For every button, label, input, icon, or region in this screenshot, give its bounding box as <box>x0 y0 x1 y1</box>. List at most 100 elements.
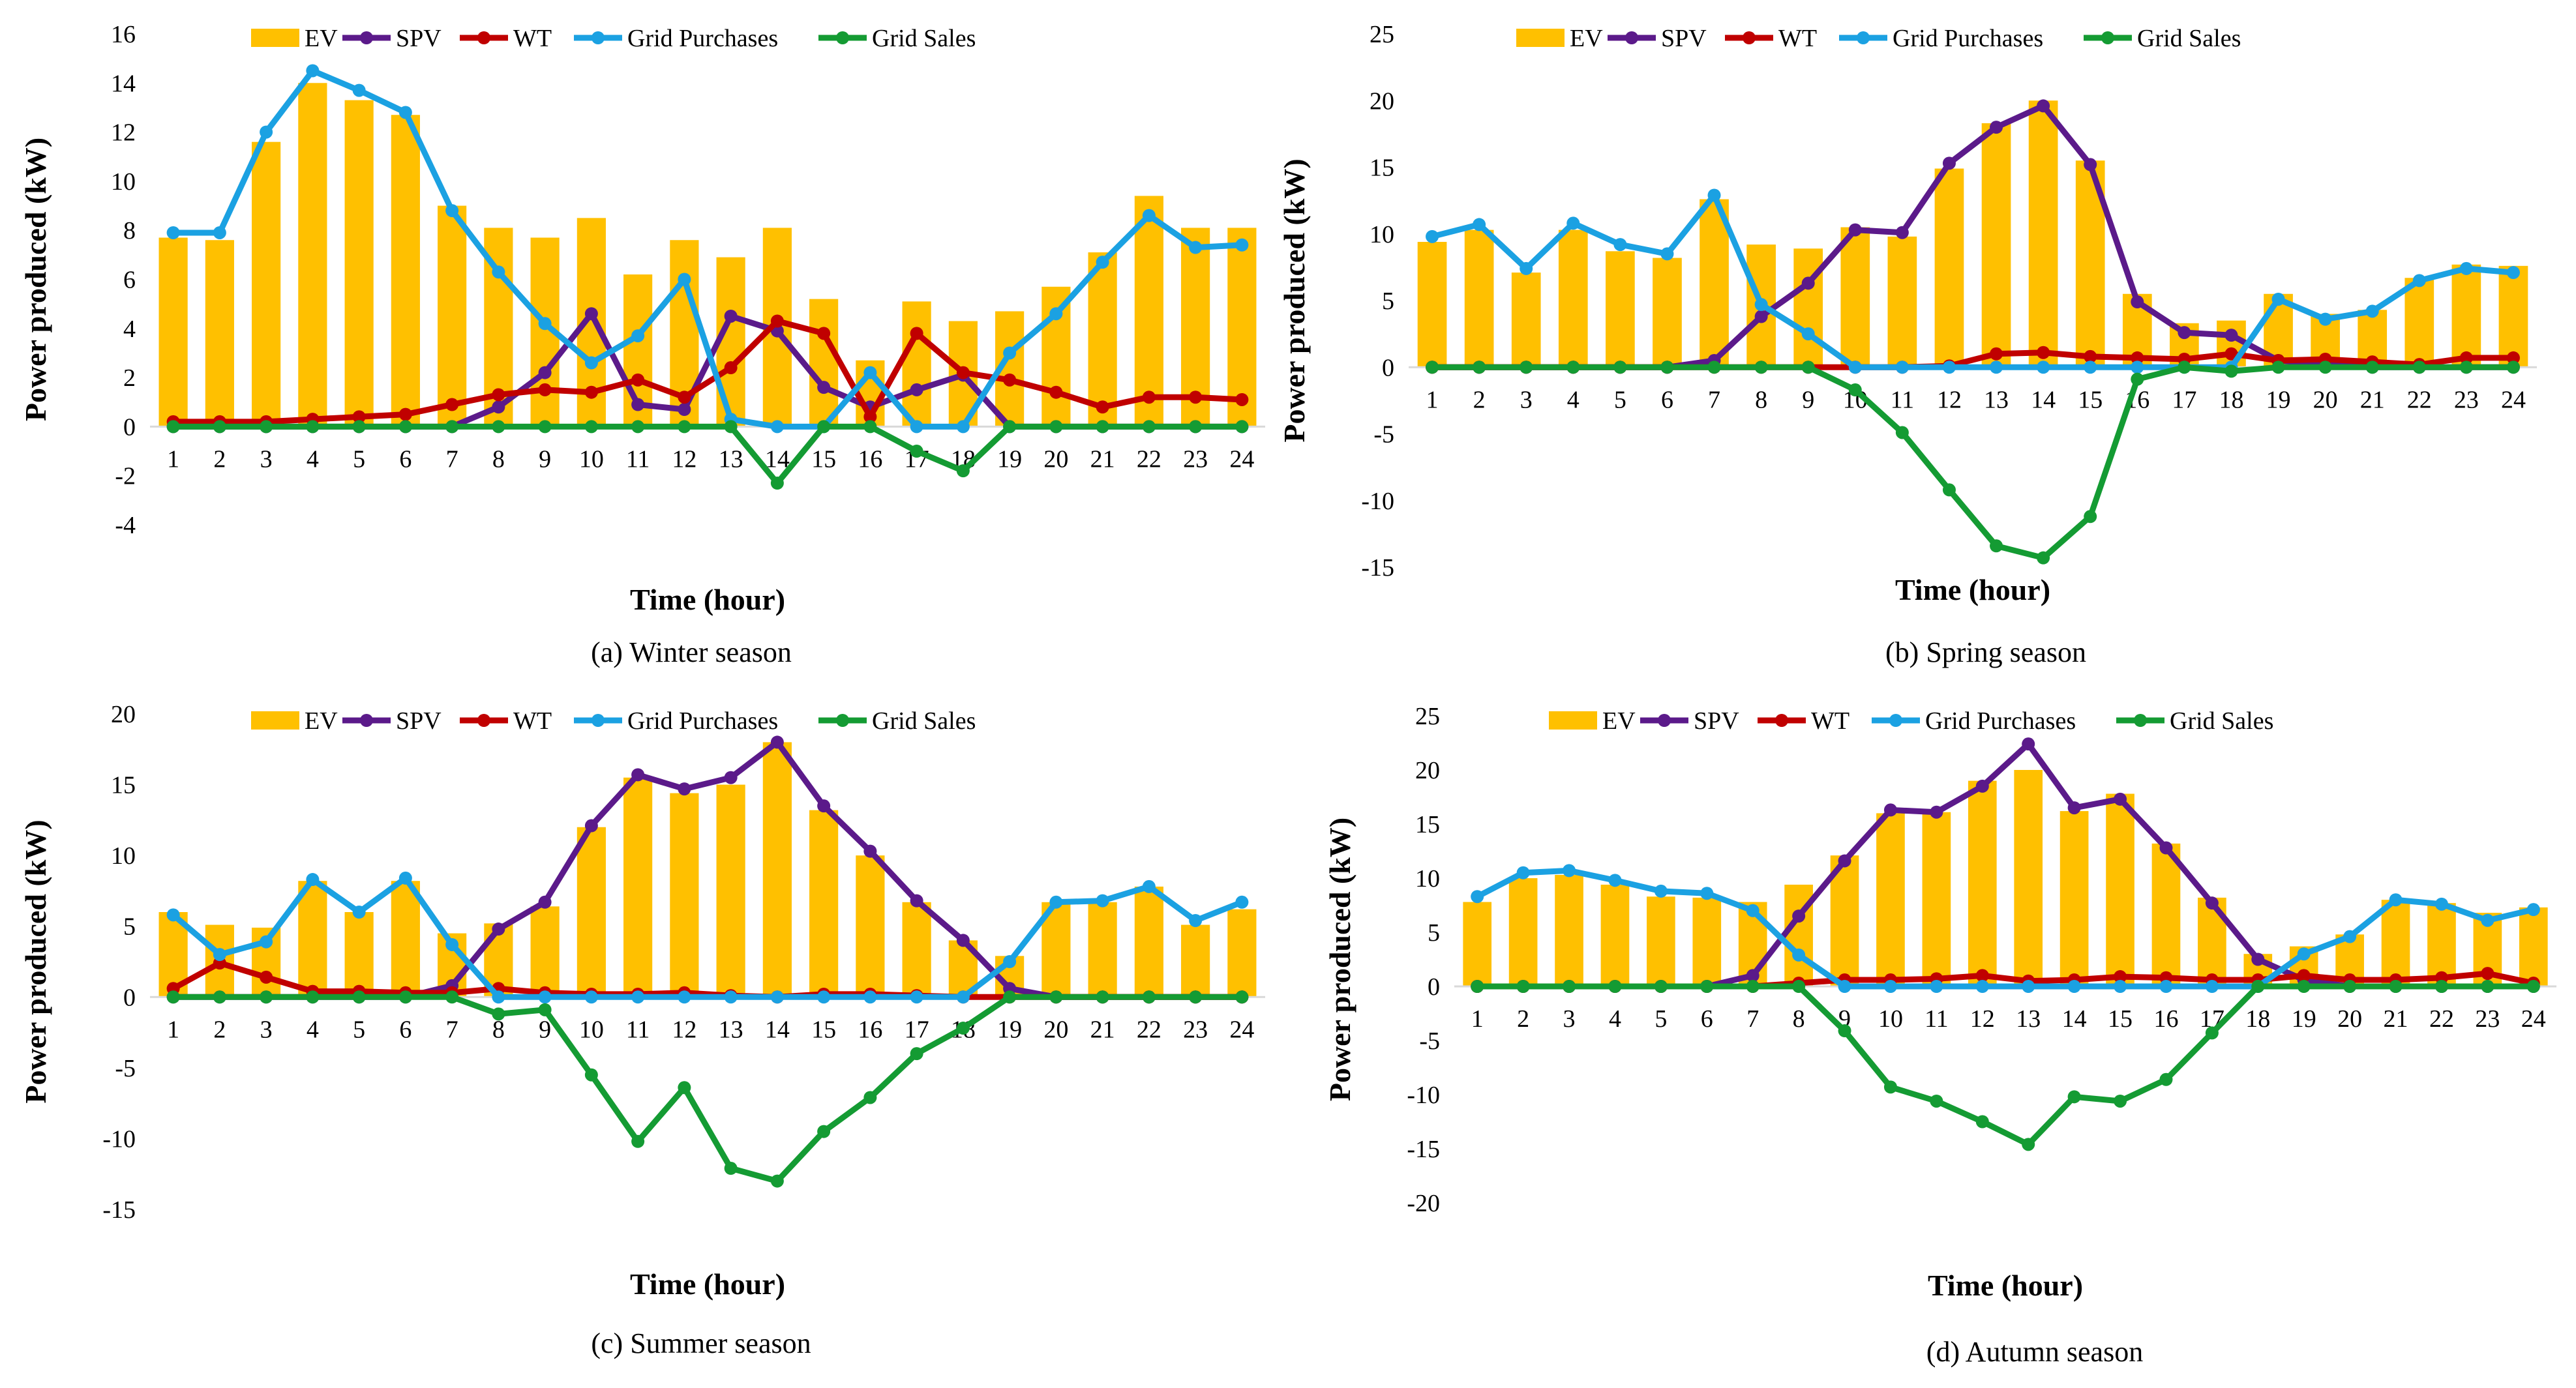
autumn-legend-wt-marker <box>1775 714 1788 727</box>
spring-x-tick-label: 22 <box>2407 386 2432 413</box>
winter-x-tick-label: 23 <box>1183 445 1208 473</box>
autumn-grid-purchases-point <box>1930 980 1943 993</box>
autumn-grid-sales-point <box>2205 1026 2219 1040</box>
autumn-spv-point <box>2114 792 2127 806</box>
winter-grid-purchases-point <box>445 204 459 218</box>
spring-grid-sales-point <box>1990 539 2003 553</box>
winter-wt-point <box>724 361 738 375</box>
winter-grid-sales-point <box>166 420 180 434</box>
autumn-y-axis-title: Power produced (kW) <box>1323 818 1356 1101</box>
spring-x-tick-label: 5 <box>1614 386 1626 413</box>
summer-grid-sales-point <box>631 1134 645 1148</box>
spring-y-tick-label: -10 <box>1361 488 1394 515</box>
spring-x-tick-label: 21 <box>2360 386 2385 413</box>
summer-x-tick-label: 24 <box>1229 1016 1254 1043</box>
winter-y-axis-title: Power produced (kW) <box>19 138 52 421</box>
spring-wt-point <box>2224 347 2238 361</box>
autumn-grid-purchases-point <box>1883 980 1897 993</box>
winter-legend-ev-label: EV <box>305 25 338 52</box>
summer-wt-point <box>260 970 273 984</box>
autumn-ev-bar <box>2381 900 2410 986</box>
autumn-y-tick-label: -10 <box>1407 1082 1440 1109</box>
autumn-x-tick-label: 20 <box>2337 1005 2362 1033</box>
summer-x-tick-label: 23 <box>1183 1016 1208 1043</box>
summer-grid-sales-point <box>352 990 366 1004</box>
summer-spv-line <box>173 739 1242 1000</box>
spring-x-tick-label: 24 <box>2501 386 2526 413</box>
autumn-grid-purchases-line <box>1476 867 2534 990</box>
autumn-ev-bar <box>1508 878 1538 986</box>
autumn-y-tick-label: 15 <box>1415 811 1440 838</box>
spring-x-tick-label: 18 <box>2219 386 2243 413</box>
winter-x-tick-label: 14 <box>765 445 790 473</box>
winter-grid-purchases-point <box>1235 238 1249 252</box>
spring-ev-bar <box>1606 251 1635 368</box>
spring-x-tick-label: 7 <box>1708 386 1720 413</box>
summer-y-tick-label: 5 <box>123 913 136 941</box>
autumn-x-tick-label: 22 <box>2429 1005 2454 1033</box>
winter-ev-bar <box>344 100 374 427</box>
winter-spv-point <box>817 381 831 394</box>
winter-y-tick-label: 8 <box>123 217 136 244</box>
autumn-grid-purchases-point <box>1608 874 1622 887</box>
spring-x-tick-label: 2 <box>1473 386 1486 413</box>
summer-grid-sales-point <box>1049 990 1063 1004</box>
autumn-x-tick-label: 14 <box>2062 1005 2087 1033</box>
spring-legend-ev-label: EV <box>1570 25 1603 52</box>
winter-legend-grid-sales-marker <box>836 31 849 44</box>
spring-wt-point <box>2084 349 2097 363</box>
autumn-ev-bar <box>1830 855 1859 986</box>
summer-grid-purchases-point <box>1189 914 1203 928</box>
winter-x-tick-label: 6 <box>399 445 412 473</box>
spring-ev-bar <box>1558 229 1588 368</box>
autumn-grid-sales-point <box>1471 980 1484 993</box>
autumn-x-tick-label: 24 <box>2521 1005 2546 1033</box>
winter-grid-purchases-point <box>770 420 784 434</box>
winter-grid-sales-point <box>910 445 923 458</box>
winter-legend-ev-swatch <box>251 29 299 47</box>
spring-grid-sales-point <box>2459 361 2473 374</box>
spring-ev-bar <box>2028 100 2058 368</box>
spring-grid-sales-point <box>1895 426 1909 439</box>
spring-grid-sales-point <box>2506 361 2520 374</box>
winter-ev-bar <box>391 115 420 427</box>
spring-grid-purchases-point <box>2412 274 2426 288</box>
summer-x-tick-label: 8 <box>492 1016 505 1043</box>
spring-x-tick-label: 1 <box>1426 386 1439 413</box>
spring-ev-bar <box>1464 229 1494 368</box>
summer-grid-purchases-point <box>956 990 970 1004</box>
spring-grid-purchases-point <box>1613 238 1627 252</box>
summer-ev-bar <box>1181 924 1210 997</box>
summer-grid-purchases-point <box>724 990 738 1004</box>
summer-grid-sales-point <box>1189 990 1203 1004</box>
winter-spv-point <box>631 398 645 411</box>
spring-grid-sales-point <box>2224 364 2238 378</box>
spring-grid-purchases-point <box>1848 361 1862 374</box>
autumn-grid-purchases-point <box>2434 897 2448 911</box>
summer-x-axis-title: Time (hour) <box>630 1267 785 1301</box>
winter-grid-sales-point <box>817 420 831 434</box>
autumn-spv-point <box>1975 779 1989 793</box>
autumn-spv-line <box>1477 741 2534 990</box>
winter-grid-sales-point <box>1096 420 1109 434</box>
spring-grid-sales-point <box>1566 361 1580 374</box>
summer-x-tick-label: 21 <box>1090 1016 1115 1043</box>
autumn-grid-sales-point <box>2251 980 2265 993</box>
winter-legend-grid-purchases-label: Grid Purchases <box>627 25 778 52</box>
spring-grid-sales-point <box>2178 361 2191 374</box>
summer-ev-bar <box>670 793 699 997</box>
winter-grid-sales-point <box>398 420 412 434</box>
summer-grid-sales-point <box>1235 990 1249 1004</box>
spring-spv-point <box>1990 121 2003 134</box>
winter-grid-sales-point <box>538 420 552 434</box>
winter-grid-sales-point <box>260 420 273 434</box>
summer-legend-wt-label: WT <box>513 707 552 735</box>
autumn-chart-panel: -20 -15 -10 -5 0 5 10 15 20 25 1 2 3 4 5 6 7 8 9 10 11 12 13 14… <box>1298 694 2576 1346</box>
autumn-grid-sales-point <box>2022 1138 2035 1151</box>
summer-spv-point <box>584 819 598 833</box>
summer-ev-bar <box>530 906 560 997</box>
spring-y-tick-label: 10 <box>1370 221 1394 248</box>
summer-grid-purchases-point <box>1142 879 1156 893</box>
winter-wt-point <box>445 398 459 411</box>
winter-x-tick-label: 11 <box>626 445 650 473</box>
